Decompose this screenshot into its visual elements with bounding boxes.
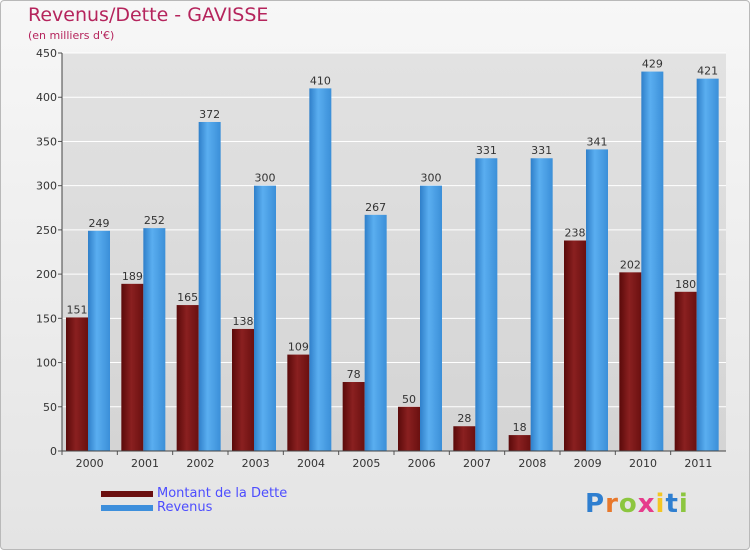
data-label-revenus: 331	[476, 144, 497, 157]
bar-dette	[453, 426, 476, 451]
data-label-revenus: 421	[697, 65, 718, 78]
bar-revenus	[364, 214, 387, 451]
bar-revenus	[309, 88, 332, 451]
logo-letter: i	[678, 489, 689, 519]
legend-item-dette: Montant de la Dette	[101, 486, 421, 503]
data-label-dette: 50	[402, 393, 416, 406]
y-tick-label: 150	[36, 312, 57, 325]
logo-letter: P	[585, 489, 606, 519]
bar-dette	[564, 240, 586, 451]
logo-letter: r	[605, 489, 619, 519]
bar-revenus	[143, 228, 166, 451]
bar-dette	[398, 406, 420, 451]
x-tick-label: 2000	[76, 457, 104, 470]
bar-revenus	[586, 149, 608, 451]
x-tick-label: 2002	[186, 457, 214, 470]
bar-dette	[121, 283, 144, 451]
data-label-dette: 202	[620, 258, 641, 271]
data-label-dette: 78	[347, 368, 361, 381]
bar-dette	[619, 272, 642, 451]
x-tick-label: 2003	[242, 457, 270, 470]
logo-letter: x	[637, 489, 656, 519]
data-label-dette: 238	[565, 227, 586, 240]
bar-revenus	[641, 71, 664, 451]
legend-item-revenus: Revenus	[101, 500, 421, 517]
bar-revenus	[198, 121, 221, 451]
bar-dette	[508, 435, 531, 451]
bar-revenus	[475, 158, 498, 451]
bar-revenus	[696, 78, 719, 451]
y-tick-label: 450	[36, 47, 57, 60]
x-tick-label: 2008	[518, 457, 546, 470]
data-label-dette: 189	[122, 270, 143, 283]
data-label-dette: 28	[457, 412, 471, 425]
x-tick-label: 2001	[131, 457, 159, 470]
data-label-revenus: 410	[310, 74, 331, 87]
x-tick-label: 2007	[463, 457, 491, 470]
data-label-revenus: 331	[531, 144, 552, 157]
y-tick-label: 100	[36, 357, 57, 370]
data-label-dette: 138	[233, 315, 254, 328]
bar-dette	[342, 382, 365, 451]
data-label-dette: 109	[288, 341, 309, 354]
data-label-revenus: 300	[255, 172, 276, 185]
data-label-dette: 180	[675, 278, 696, 291]
y-tick-label: 0	[50, 445, 57, 458]
data-label-revenus: 249	[89, 217, 110, 230]
x-tick-label: 2004	[297, 457, 325, 470]
bar-revenus	[88, 230, 110, 451]
y-tick-label: 350	[36, 135, 57, 148]
data-label-revenus: 429	[642, 58, 663, 71]
bar-dette	[66, 317, 88, 451]
chart-title: Revenus/Dette - GAVISSE	[28, 4, 269, 26]
logo-letter: t	[665, 489, 679, 519]
y-tick-label: 250	[36, 224, 57, 237]
y-tick-label: 200	[36, 268, 57, 281]
x-tick-label: 2011	[684, 457, 712, 470]
y-tick-label: 400	[36, 91, 57, 104]
legend-swatch-revenus	[101, 505, 153, 511]
legend-swatch-dette	[101, 491, 153, 497]
x-tick-label: 2009	[574, 457, 602, 470]
data-label-revenus: 372	[199, 108, 220, 121]
data-label-revenus: 341	[587, 135, 608, 148]
chart-subtitle: (en milliers d'€)	[28, 29, 115, 42]
x-tick-label: 2005	[352, 457, 380, 470]
data-label-revenus: 300	[421, 172, 442, 185]
y-tick-label: 50	[43, 401, 57, 414]
data-label-dette: 151	[67, 303, 88, 316]
data-label-revenus: 267	[365, 201, 386, 214]
data-label-dette: 18	[513, 421, 527, 434]
bar-dette	[674, 291, 697, 451]
bar-dette	[232, 328, 254, 451]
x-tick-label: 2010	[629, 457, 657, 470]
data-label-dette: 165	[177, 291, 198, 304]
x-tick-label: 2006	[408, 457, 436, 470]
plot-area	[62, 53, 726, 451]
y-tick-label: 300	[36, 180, 57, 193]
bar-revenus	[530, 158, 553, 451]
legend-label-dette: Montant de la Dette	[157, 486, 288, 501]
bar-dette	[176, 305, 199, 451]
logo-letter: i	[655, 489, 666, 519]
bar-revenus	[254, 185, 276, 451]
bar-revenus	[420, 185, 442, 451]
bar-dette	[287, 354, 310, 451]
proxiti-logo: Proxiti	[585, 489, 689, 519]
data-label-revenus: 252	[144, 214, 165, 227]
legend-label-revenus: Revenus	[157, 500, 213, 515]
logo-letter: o	[618, 489, 638, 519]
